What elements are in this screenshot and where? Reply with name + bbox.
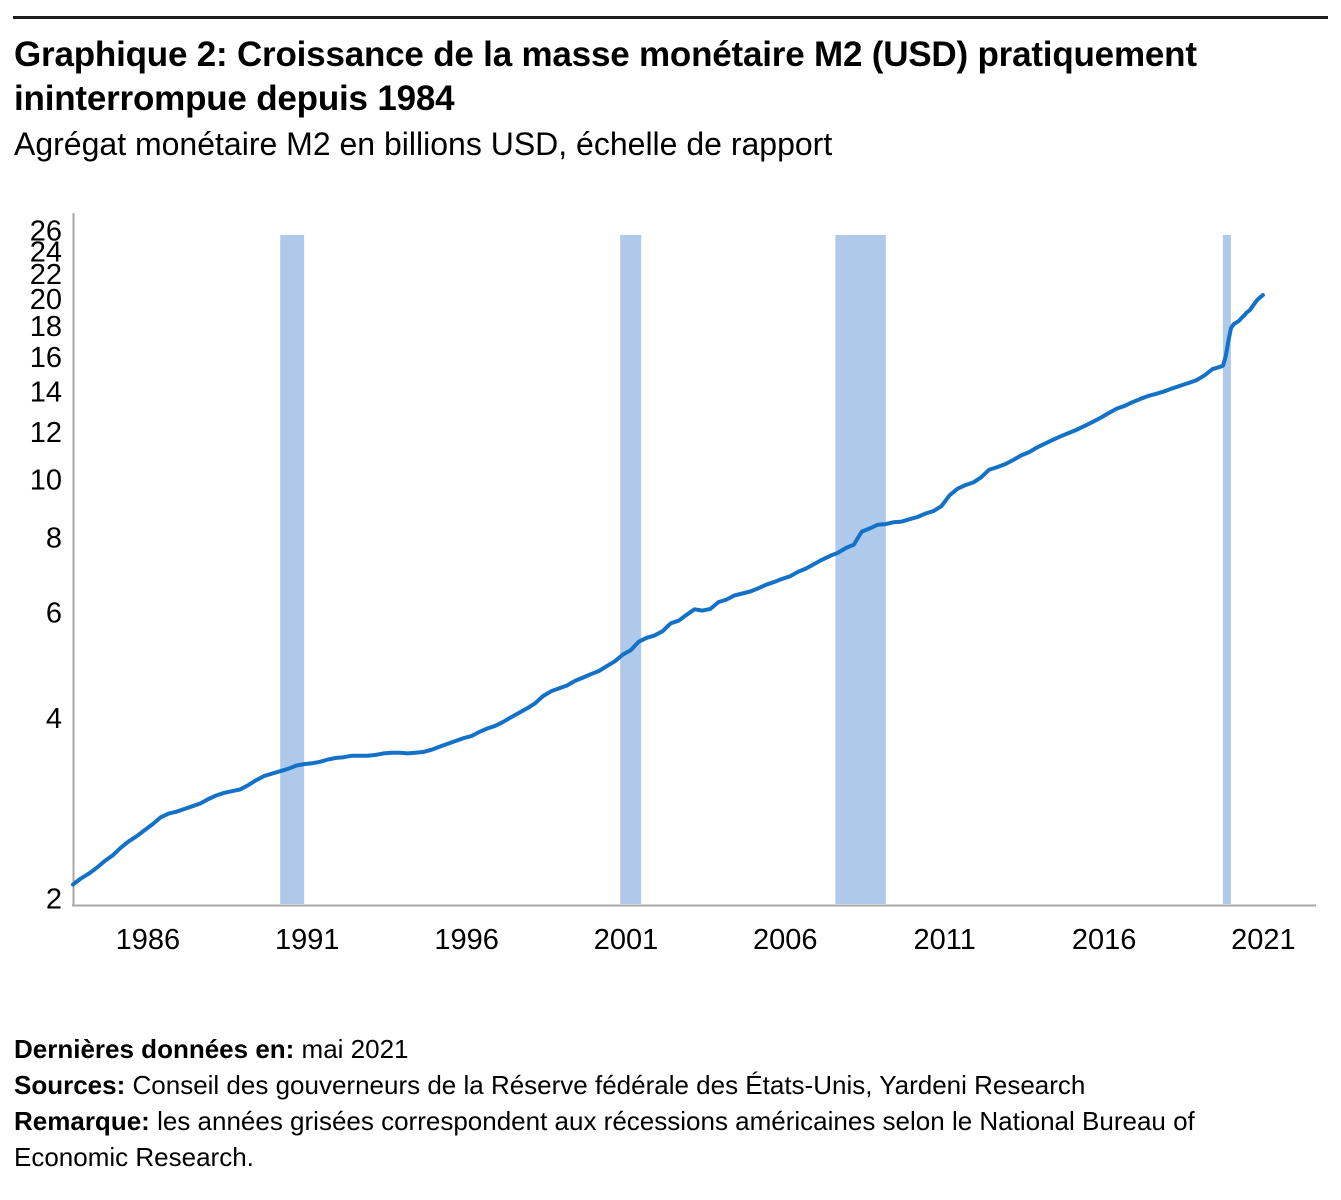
page-subtitle: Agrégat monétaire M2 en billions USD, éc… bbox=[14, 126, 833, 162]
last-data-value: mai 2021 bbox=[301, 1034, 409, 1064]
sources-value: Conseil des gouverneurs de la Réserve fé… bbox=[132, 1070, 1086, 1100]
footer-note-row: Remarque: les années grisées corresponde… bbox=[14, 1103, 1314, 1175]
last-data-label: Dernières données en: bbox=[14, 1034, 295, 1064]
top-divider-rule bbox=[13, 16, 1328, 19]
m2-series-line bbox=[71, 293, 1265, 887]
y-axis-tick-label: 2 bbox=[46, 883, 62, 915]
y-axis-tick-label: 20 bbox=[30, 284, 62, 316]
y-axis-tick-label: 26 bbox=[30, 215, 62, 247]
recession-band bbox=[835, 235, 886, 904]
sources-label: Sources: bbox=[14, 1070, 126, 1100]
y-axis-tick-label: 8 bbox=[46, 522, 62, 554]
y-axis-tick-label: 24 bbox=[30, 236, 62, 268]
x-axis-tick-label: 1991 bbox=[275, 924, 340, 956]
x-axis-tick-label: 1996 bbox=[434, 924, 499, 956]
y-axis-tick-label: 6 bbox=[46, 597, 62, 629]
x-axis-tick-label: 2011 bbox=[914, 924, 976, 956]
page-title: Graphique 2: Croissance de la masse moné… bbox=[14, 35, 1197, 118]
y-axis-tick-label: 4 bbox=[46, 703, 62, 735]
note-value: les années grisées correspondent aux réc… bbox=[14, 1106, 1195, 1172]
x-axis-tick-label: 2006 bbox=[753, 924, 818, 956]
y-axis-tick-label: 18 bbox=[30, 311, 62, 343]
x-axis-tick-label: 2016 bbox=[1072, 924, 1137, 956]
chart-footer: Dernières données en: mai 2021 Sources: … bbox=[14, 1031, 1314, 1175]
y-axis-tick-label: 12 bbox=[30, 417, 62, 449]
y-axis-tick-label: 22 bbox=[30, 259, 62, 291]
y-axis-tick-label: 10 bbox=[30, 464, 62, 496]
recession-band bbox=[620, 235, 642, 904]
y-axis-tick-label: 16 bbox=[30, 342, 62, 374]
y-axis-tick-label: 14 bbox=[30, 377, 62, 409]
footer-sources-row: Sources: Conseil des gouverneurs de la R… bbox=[14, 1067, 1314, 1103]
recession-band bbox=[1222, 235, 1231, 904]
x-axis-tick-label: 2001 bbox=[594, 924, 659, 956]
recession-band bbox=[280, 235, 305, 904]
x-axis-tick-label: 2021 bbox=[1231, 924, 1296, 956]
x-axis-tick-label: 1986 bbox=[116, 924, 181, 956]
note-label: Remarque: bbox=[14, 1106, 150, 1136]
footer-last-data-row: Dernières données en: mai 2021 bbox=[14, 1031, 1314, 1067]
